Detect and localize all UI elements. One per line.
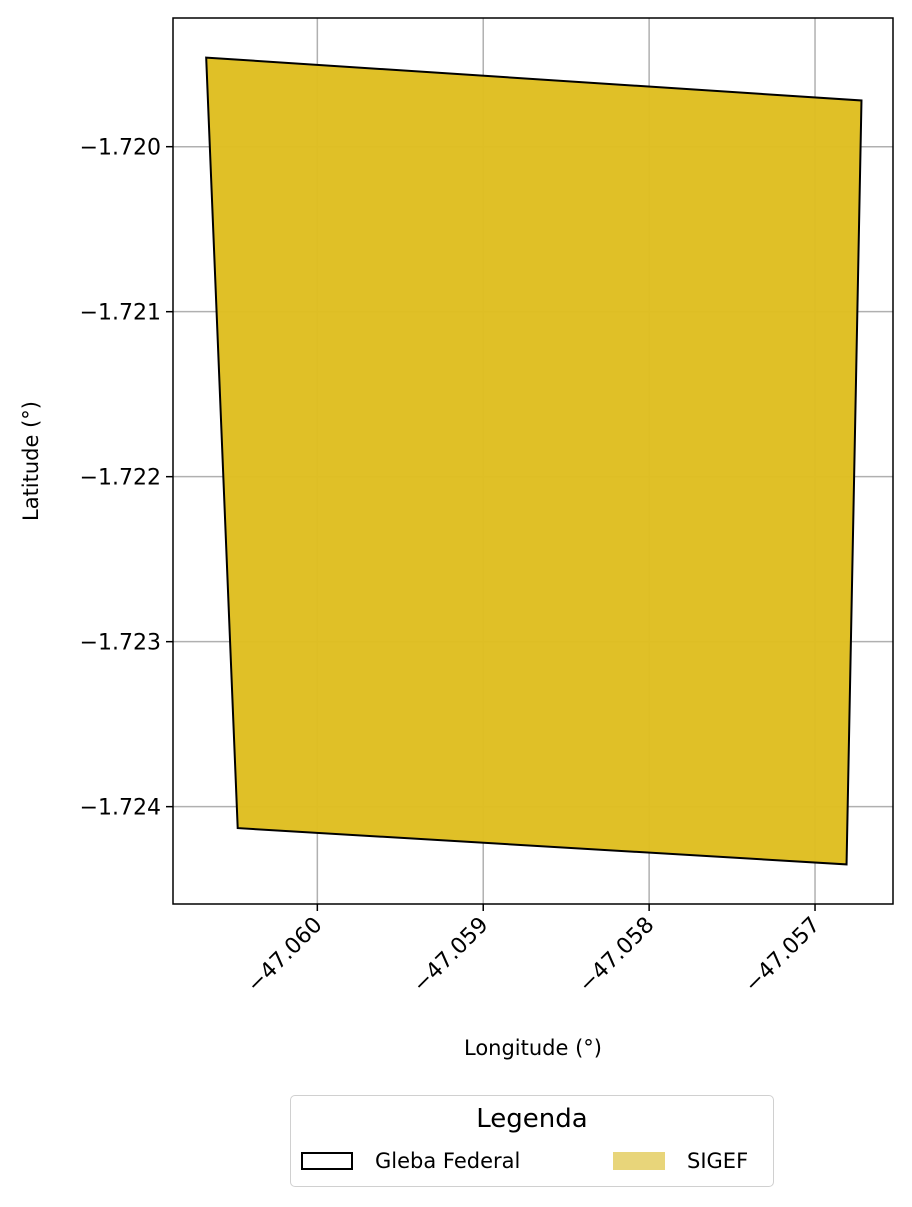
legend-item-sigef: SIGEF	[613, 1148, 748, 1174]
y-tick-label-4: −1.724	[80, 796, 161, 821]
y-tick-label-0: −1.720	[80, 136, 161, 161]
y-tick-label-2: −1.722	[80, 466, 161, 491]
x-axis-label: Longitude (°)	[464, 1036, 602, 1060]
legend-item-gleba-federal: Gleba Federal	[301, 1148, 520, 1174]
legend-label-gleba-federal: Gleba Federal	[375, 1149, 521, 1173]
x-axis-ticks: −47.060 −47.059 −47.058 −47.057	[242, 904, 825, 998]
x-tick-label-1: −47.059	[408, 913, 493, 998]
legend-swatch-sigef	[613, 1152, 665, 1170]
legend: Legenda Gleba Federal SIGEF	[290, 1095, 774, 1187]
map-chart: −47.060 −47.059 −47.058 −47.057 −1.720−1.72…	[19, 17, 894, 1060]
legend-label-sigef: SIGEF	[687, 1149, 749, 1173]
y-tick-label-3: −1.723	[80, 631, 161, 656]
sigef-polygon	[205, 56, 863, 866]
legend-title: Legenda	[476, 1104, 588, 1134]
y-axis-ticks: −1.720 −1.721 −1.722 −1.723 −1.724	[80, 136, 173, 821]
x-tick-label-2: −47.058	[574, 913, 659, 998]
x-tick-label-3: −47.057	[740, 913, 825, 998]
y-axis-label: Latitude (°)	[19, 401, 43, 521]
y-tick-label-1: −1.721	[80, 301, 161, 326]
plot-frame	[172, 17, 894, 905]
x-tick-label-0: −47.060	[242, 913, 327, 998]
legend-swatch-gleba-federal	[301, 1152, 353, 1170]
